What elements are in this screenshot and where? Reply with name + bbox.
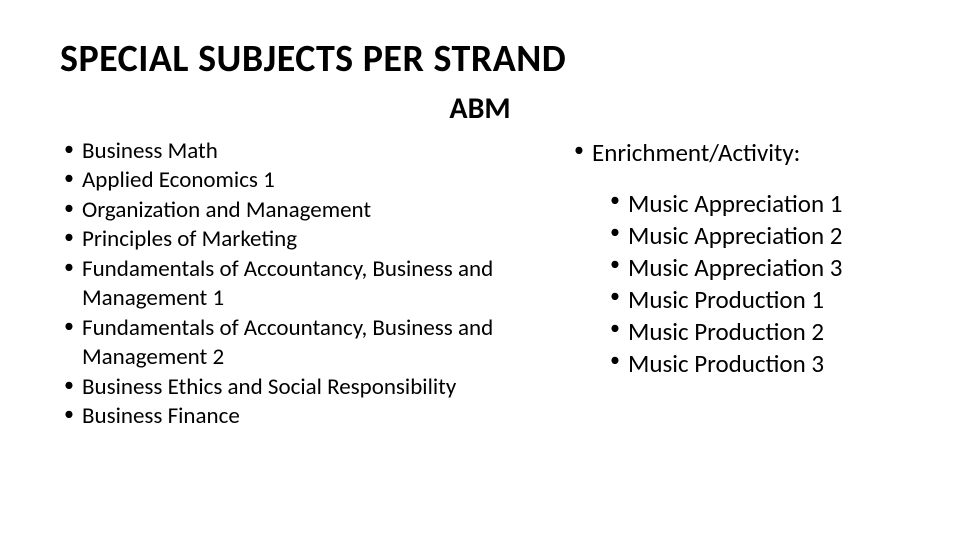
list-item: Principles of Marketing (60, 225, 550, 254)
right-subject-list: Music Appreciation 1 Music Appreciation … (608, 188, 900, 380)
list-item: Music Appreciation 1 (608, 188, 900, 220)
list-item: Music Appreciation 2 (608, 220, 900, 252)
content-columns: Business Math Applied Economics 1 Organi… (60, 137, 900, 431)
page-title: SPECIAL SUBJECTS PER STRAND (60, 36, 900, 82)
left-subject-list: Business Math Applied Economics 1 Organi… (60, 137, 550, 431)
right-column: Enrichment/Activity: Music Appreciation … (570, 137, 900, 431)
left-column: Business Math Applied Economics 1 Organi… (60, 137, 550, 431)
list-item: Music Production 2 (608, 316, 900, 348)
list-item: Fundamentals of Accountancy, Business an… (60, 255, 550, 314)
list-item: Business Ethics and Social Responsibilit… (60, 373, 550, 402)
enrichment-heading: Enrichment/Activity: (570, 137, 900, 170)
list-item: Music Production 3 (608, 348, 900, 380)
list-item: Applied Economics 1 (60, 166, 550, 195)
list-item: Fundamentals of Accountancy, Business an… (60, 314, 550, 373)
list-item: Music Production 1 (608, 284, 900, 316)
list-item: Organization and Management (60, 196, 550, 225)
strand-subtitle: ABM (60, 90, 900, 127)
list-item: Business Finance (60, 402, 550, 431)
list-item: Business Math (60, 137, 550, 166)
list-item: Music Appreciation 3 (608, 252, 900, 284)
